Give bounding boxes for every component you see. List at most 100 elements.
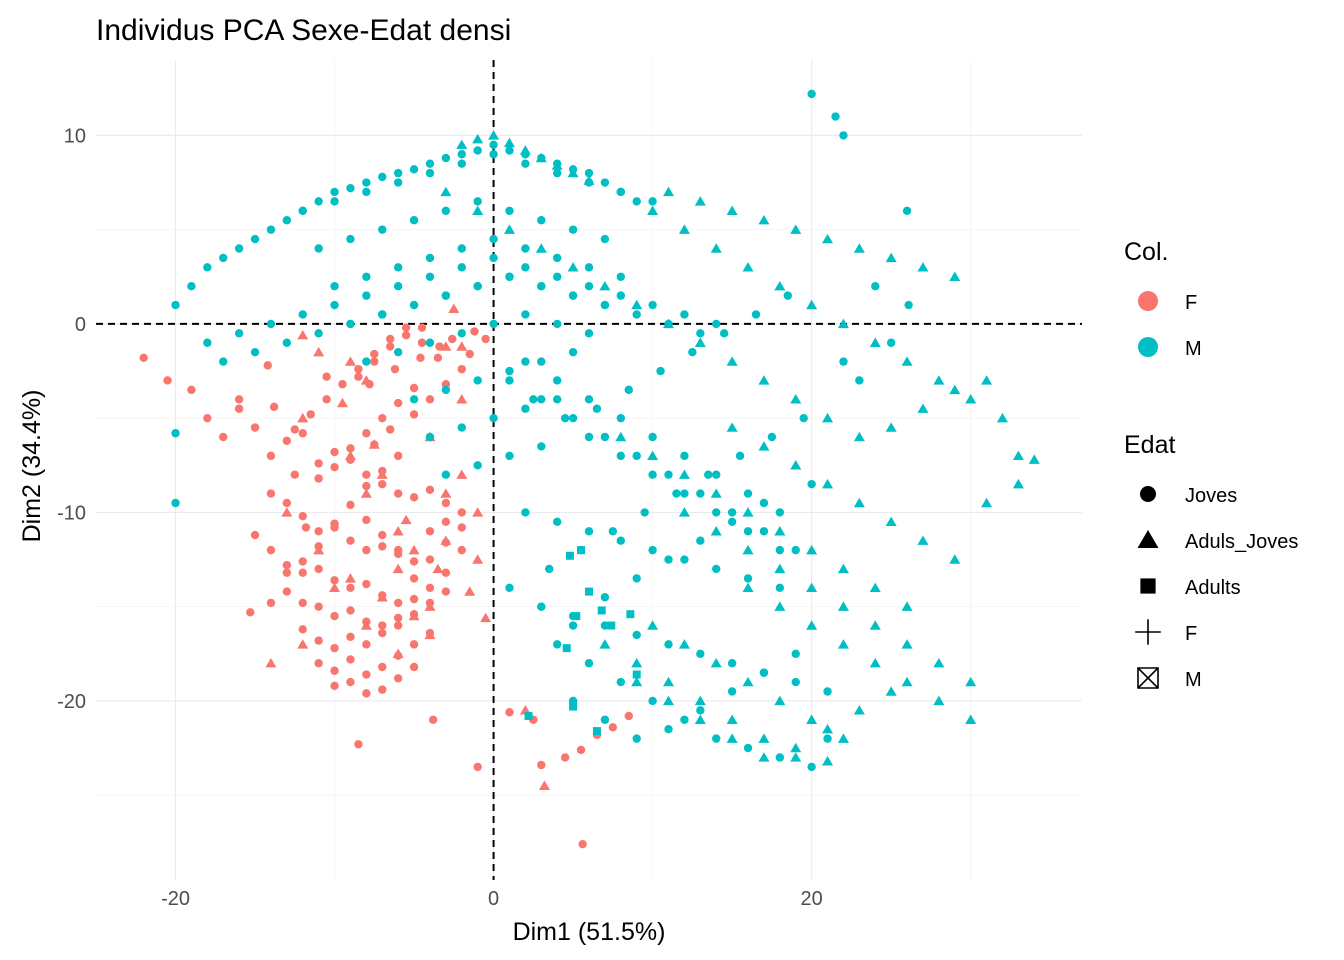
- data-point: [791, 649, 800, 658]
- x-tick-label: 0: [488, 888, 499, 910]
- data-point: [608, 723, 618, 732]
- data-point: [368, 439, 380, 449]
- data-point: [409, 493, 419, 502]
- data-point: [648, 470, 657, 479]
- data-point: [537, 395, 546, 404]
- data-point: [362, 481, 371, 491]
- data-point: [393, 282, 403, 291]
- data-point: [774, 526, 786, 536]
- data-point: [346, 583, 355, 593]
- data-point: [727, 687, 737, 696]
- data-point: [568, 621, 578, 630]
- data-point: [758, 441, 770, 451]
- data-point: [301, 523, 311, 532]
- data-point: [266, 319, 276, 329]
- data-point: [297, 639, 309, 649]
- data-point: [425, 432, 435, 442]
- data-point: [425, 272, 435, 281]
- data-point: [322, 372, 331, 381]
- data-point: [465, 349, 474, 359]
- data-point: [519, 145, 531, 155]
- data-point: [949, 271, 961, 281]
- data-point: [344, 573, 356, 583]
- data-point: [871, 282, 880, 291]
- legend-shape-label: F: [1185, 623, 1197, 645]
- data-point: [774, 280, 786, 291]
- data-point: [393, 598, 403, 608]
- data-point: [505, 366, 514, 376]
- data-point: [853, 431, 865, 442]
- data-point: [330, 611, 339, 621]
- legend-color-label: M: [1185, 338, 1202, 360]
- data-point: [336, 397, 349, 408]
- data-point: [314, 244, 323, 253]
- data-point: [758, 752, 770, 762]
- data-point: [917, 262, 929, 272]
- data-point: [472, 507, 484, 517]
- legend-shape-title: Edat: [1124, 431, 1175, 459]
- data-point: [234, 404, 244, 413]
- data-point: [583, 175, 595, 185]
- data-point: [552, 640, 562, 649]
- data-point: [902, 206, 912, 216]
- data-point: [263, 361, 272, 370]
- data-point: [774, 695, 786, 706]
- data-point: [552, 376, 562, 385]
- data-point: [648, 432, 657, 442]
- data-point: [806, 544, 818, 555]
- data-point: [790, 460, 802, 470]
- data-point: [416, 353, 425, 363]
- data-point: [354, 740, 363, 749]
- data-point: [584, 432, 594, 442]
- data-point: [457, 523, 466, 532]
- data-point: [298, 310, 307, 319]
- data-point: [378, 172, 387, 182]
- data-point: [425, 527, 435, 536]
- data-point: [521, 159, 530, 168]
- data-point: [616, 451, 626, 461]
- data-point: [775, 508, 785, 517]
- data-point: [290, 470, 299, 479]
- data-point: [480, 612, 492, 623]
- data-point: [306, 410, 315, 419]
- data-point: [837, 733, 849, 743]
- data-point: [807, 89, 816, 99]
- data-point: [314, 602, 323, 611]
- x-tick-label: -20: [161, 888, 190, 910]
- data-point: [783, 291, 792, 300]
- data-point: [409, 640, 419, 649]
- data-point: [386, 425, 395, 434]
- data-point: [664, 640, 673, 649]
- data-point: [346, 677, 355, 687]
- data-point: [631, 657, 643, 668]
- data-point: [822, 233, 834, 244]
- data-point: [269, 402, 279, 412]
- data-point: [552, 517, 562, 527]
- data-point: [505, 376, 514, 385]
- data-point: [710, 488, 722, 498]
- data-point: [393, 347, 403, 357]
- data-point: [552, 319, 562, 329]
- data-point: [290, 425, 299, 434]
- data-point: [521, 310, 530, 319]
- data-point: [187, 282, 196, 291]
- data-point: [298, 557, 307, 566]
- data-point: [759, 668, 769, 677]
- legend-color-entries: FM: [1138, 291, 1202, 360]
- data-point: [489, 150, 498, 159]
- data-point: [584, 395, 594, 404]
- data-point: [234, 244, 244, 253]
- data-point: [680, 451, 689, 461]
- data-point: [694, 196, 706, 206]
- data-point: [473, 461, 482, 470]
- data-point: [489, 319, 498, 329]
- data-point: [378, 530, 387, 540]
- data-point: [885, 516, 897, 527]
- data-point: [678, 224, 690, 234]
- data-point: [298, 429, 307, 438]
- data-point: [758, 733, 770, 743]
- data-point: [719, 329, 729, 338]
- data-point: [704, 470, 713, 479]
- legend-shape-key: [1135, 619, 1161, 645]
- data-point: [313, 346, 325, 357]
